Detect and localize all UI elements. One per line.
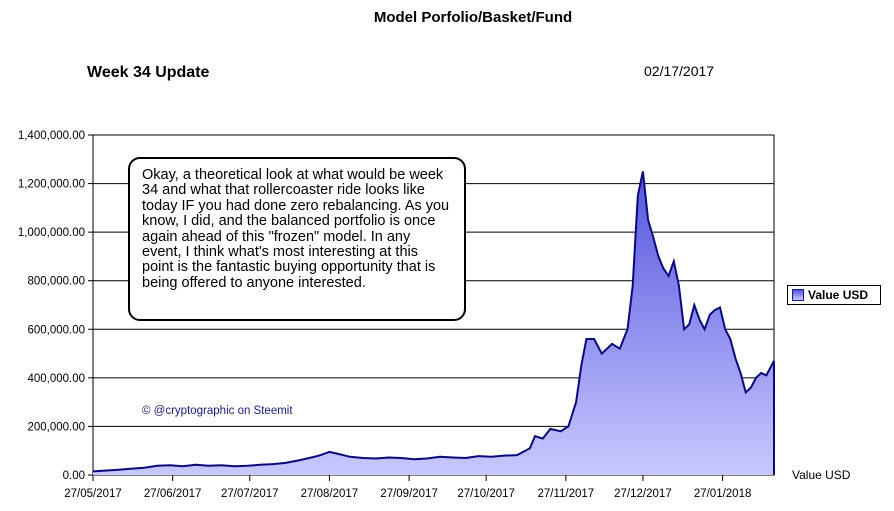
chart-title: Model Porfolio/Basket/Fund — [373, 9, 573, 26]
x-tick-label: 27/11/2017 — [537, 488, 594, 500]
y-tick-label: 0.00 — [63, 470, 85, 482]
legend: Value USD — [787, 285, 881, 305]
y-tick-label: 1,000,000.00 — [18, 227, 85, 239]
x-tick-label: 27/01/2018 — [694, 488, 752, 500]
x-tick-label: 27/07/2017 — [221, 488, 279, 500]
chart-date: 02/17/2017 — [644, 63, 715, 79]
x-tick-label: 27/08/2017 — [301, 488, 359, 500]
chart-subtitle: Week 34 Update — [87, 64, 210, 81]
x-tick-label: 27/12/2017 — [614, 488, 672, 500]
y-tick-label: 400,000.00 — [27, 373, 85, 385]
x-tick-label: 27/06/2017 — [144, 488, 202, 500]
y-tick-label: 1,200,000.00 — [18, 179, 85, 191]
y-tick-label: 1,400,000.00 — [18, 130, 85, 142]
x-tick-label: 27/09/2017 — [380, 488, 438, 500]
x-axis-label: Value USD — [792, 468, 851, 482]
x-tick-label: 27/10/2017 — [457, 488, 515, 500]
y-tick-label: 600,000.00 — [27, 324, 85, 336]
credit-text: © @cryptographic on Steemit — [142, 405, 293, 417]
legend-swatch — [792, 289, 804, 301]
series-area — [93, 171, 774, 475]
annotation-box: Okay, a theoretical look at what would b… — [128, 157, 466, 321]
series-line — [92, 171, 775, 473]
legend-label: Value USD — [808, 288, 869, 302]
y-tick-label: 800,000.00 — [27, 276, 85, 288]
y-tick-label: 200,000.00 — [27, 421, 85, 433]
x-tick-label: 27/05/2017 — [64, 488, 122, 500]
